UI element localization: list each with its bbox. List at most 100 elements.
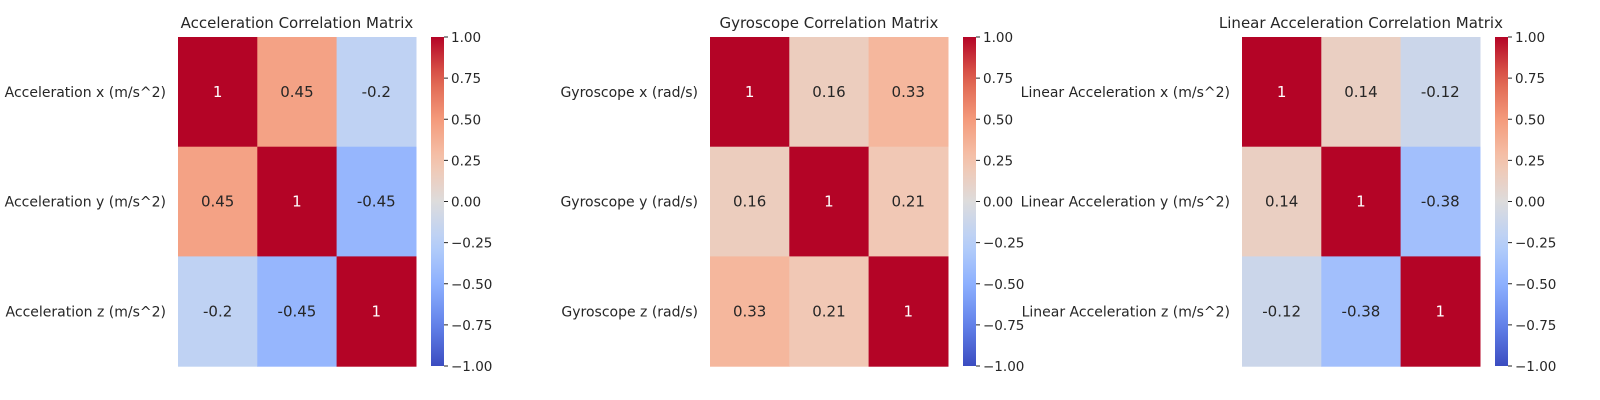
heatmap-cell	[789, 256, 870, 367]
colorbar-tick-label: −0.75	[983, 318, 1024, 334]
chart-title: Linear Acceleration Correlation Matrix	[1219, 14, 1503, 32]
row-tick-label: Acceleration z (m/s^2)	[6, 304, 166, 320]
heatmap-cell	[1400, 146, 1481, 257]
heatmap-cell	[710, 37, 790, 148]
colorbar-tick-label: 1.00	[451, 30, 481, 46]
heatmap-cell	[868, 146, 949, 257]
cell-value-label: 0.45	[280, 83, 313, 101]
colorbar-tick-label: −0.50	[1515, 277, 1556, 293]
chart-title: Gyroscope Correlation Matrix	[719, 14, 938, 32]
heatmap-cell	[178, 146, 258, 257]
colorbar-tick-label: −0.50	[451, 277, 492, 293]
heatmap-cell	[1400, 37, 1481, 148]
colorbar-tick-label: 0.00	[983, 195, 1013, 211]
cell-value-label: 0.33	[892, 83, 925, 101]
heatmap-cell	[1242, 256, 1322, 367]
heatmap-cell	[336, 256, 417, 367]
row-tick-label: Linear Acceleration z (m/s^2)	[1022, 304, 1230, 320]
colorbar-tick-label: −0.50	[983, 277, 1024, 293]
cell-value-label: 0.21	[812, 302, 845, 320]
row-tick-label: Acceleration y (m/s^2)	[5, 195, 166, 211]
cell-value-label: 0.21	[892, 193, 925, 211]
cell-value-label: 1	[1435, 302, 1445, 320]
colorbar-tick-label: −1.00	[983, 359, 1024, 375]
cell-value-label: 0.16	[812, 83, 845, 101]
heatmap-cell	[257, 146, 338, 257]
colorbar-tick-label: 1.00	[983, 30, 1013, 46]
heatmap-cell	[1321, 146, 1402, 257]
cell-value-label: 1	[1277, 83, 1287, 101]
colorbar-tick-label: 0.00	[1515, 195, 1545, 211]
cell-value-label: 1	[1356, 193, 1366, 211]
heatmap-cell	[1400, 256, 1481, 367]
cell-value-label: -0.12	[1421, 83, 1460, 101]
cell-value-label: 1	[213, 83, 223, 101]
heatmap-panel-2: Gyroscope Correlation Matrix 1 0.16 0.33 0.1…	[560, 14, 1024, 375]
cell-value-label: 1	[371, 302, 381, 320]
row-tick-label: Gyroscope z (rad/s)	[561, 304, 698, 320]
colorbar-tick-label: 0.25	[451, 153, 481, 169]
colorbar-tick-label: −1.00	[1515, 359, 1556, 375]
heatmap-cell	[178, 256, 258, 367]
colorbar-tick-label: −0.25	[983, 236, 1024, 252]
colorbar-tick-label: 0.00	[451, 195, 481, 211]
colorbar-tick-label: −0.75	[451, 318, 492, 334]
cell-value-label: 0.33	[733, 302, 766, 320]
heatmap-cell	[710, 256, 790, 367]
cell-value-label: 1	[292, 193, 302, 211]
heatmap-cell	[1242, 37, 1322, 148]
cell-value-label: -0.45	[278, 302, 317, 320]
colorbar-tick-label: −0.25	[451, 236, 492, 252]
colorbar-tick-label: −1.00	[451, 359, 492, 375]
row-tick-label: Acceleration x (m/s^2)	[5, 85, 166, 101]
colorbar-tick-label: −0.25	[1515, 236, 1556, 252]
colorbar-tick-label: 0.50	[983, 112, 1013, 128]
heatmap-cell	[868, 37, 949, 148]
cell-value-label: 1	[745, 83, 755, 101]
heatmap-cell	[868, 256, 949, 367]
heatmap-cell	[1242, 146, 1322, 257]
cell-value-label: 0.45	[201, 193, 234, 211]
heatmap-cell	[257, 256, 338, 367]
cell-value-label: 0.14	[1265, 193, 1298, 211]
cell-value-label: -0.2	[203, 302, 232, 320]
colorbar-tick-label: 0.50	[451, 112, 481, 128]
colorbar-tick-label: 0.75	[451, 71, 481, 87]
chart-title: Acceleration Correlation Matrix	[181, 14, 414, 32]
cell-value-label: 0.16	[733, 193, 766, 211]
row-tick-label: Linear Acceleration y (m/s^2)	[1021, 195, 1230, 211]
heatmap-cell	[1321, 256, 1402, 367]
heatmap-cell	[257, 37, 338, 148]
heatmap-cell	[789, 37, 870, 148]
cell-value-label: -0.38	[1421, 193, 1460, 211]
row-tick-label: Gyroscope x (rad/s)	[560, 85, 698, 101]
heatmap-cell	[1321, 37, 1402, 148]
colorbar-tick-label: 1.00	[1515, 30, 1545, 46]
colorbar	[1495, 37, 1508, 366]
heatmap-cell	[710, 146, 790, 257]
cell-value-label: -0.2	[362, 83, 391, 101]
heatmap-cell	[789, 146, 870, 257]
colorbar-tick-label: 0.50	[1515, 112, 1545, 128]
colorbar	[431, 37, 444, 366]
cell-value-label: 0.14	[1344, 83, 1377, 101]
row-tick-label: Gyroscope y (rad/s)	[560, 195, 698, 211]
cell-value-label: 1	[824, 193, 834, 211]
colorbar-tick-label: 0.25	[1515, 153, 1545, 169]
cell-value-label: -0.38	[1342, 302, 1381, 320]
colorbar-tick-label: 0.75	[1515, 71, 1545, 87]
heatmap-cell	[336, 37, 417, 148]
heatmap-cell	[178, 37, 258, 148]
cell-value-label: 1	[903, 302, 913, 320]
colorbar	[963, 37, 976, 366]
heatmap-panel-1: Acceleration Correlation Matrix 1 0.45 -0.2…	[5, 14, 493, 375]
cell-value-label: -0.45	[357, 193, 396, 211]
heatmap-cell	[336, 146, 417, 257]
colorbar-tick-label: −0.75	[1515, 318, 1556, 334]
heatmap-panel-3: Linear Acceleration Correlation Matrix 1 0…	[1021, 14, 1557, 375]
cell-value-label: -0.12	[1262, 302, 1301, 320]
row-tick-label: Linear Acceleration x (m/s^2)	[1021, 85, 1230, 101]
colorbar-tick-label: 0.75	[983, 71, 1013, 87]
colorbar-tick-label: 0.25	[983, 153, 1013, 169]
